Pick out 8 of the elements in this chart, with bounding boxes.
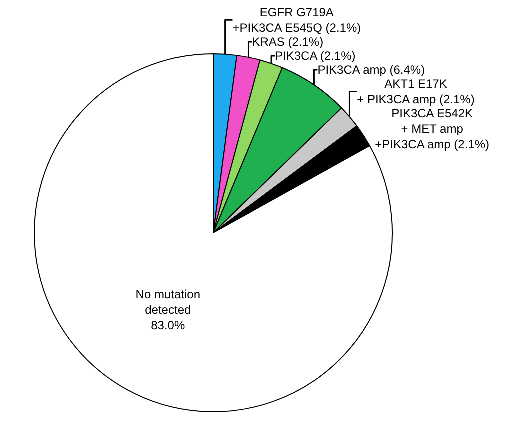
slice-label: PIK3CA amp (6.4%) (318, 62, 426, 77)
data-label: 83.0% (151, 318, 186, 333)
slice-label: PIK3CA E542K + MET amp +PIK3CA amp (2.1%) (375, 106, 490, 152)
slice-label: PIK3CA (2.1%) (275, 48, 356, 63)
slice-label: KRAS (2.1%) (252, 34, 324, 49)
slice-label: EGFR G719A +PIK3CA E545Q (2.1%) (232, 5, 362, 35)
slice-label: No mutation detected (136, 288, 200, 318)
slice-label: AKT1 E17K + PIK3CA amp (2.1%) (357, 76, 475, 107)
